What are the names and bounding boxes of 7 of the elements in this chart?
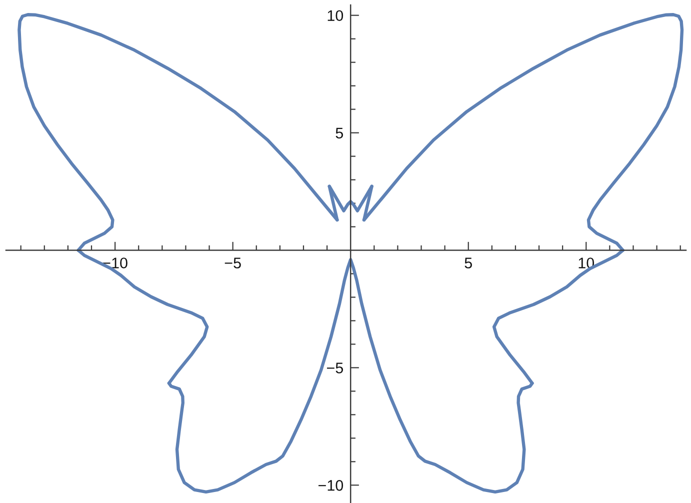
y-tick-label: 10	[328, 10, 344, 22]
y-tick-label: −10	[318, 480, 344, 491]
x-tick-label: −10	[102, 258, 128, 268]
x-tick-label: 5	[464, 258, 472, 268]
y-tick-label: 5	[336, 128, 344, 138]
x-tick-label: −5	[224, 258, 241, 268]
y-tick-label: −5	[326, 362, 344, 374]
